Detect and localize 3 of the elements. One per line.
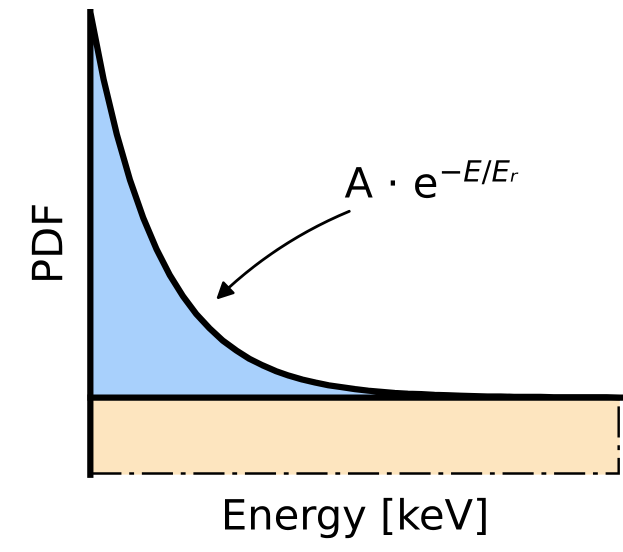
y-axis-title: PDF [32,205,62,280]
x-axis-title: Energy [keV] [225,498,486,538]
annotation: A · e$^{−E/Eᵣ}$ [344,160,518,198]
